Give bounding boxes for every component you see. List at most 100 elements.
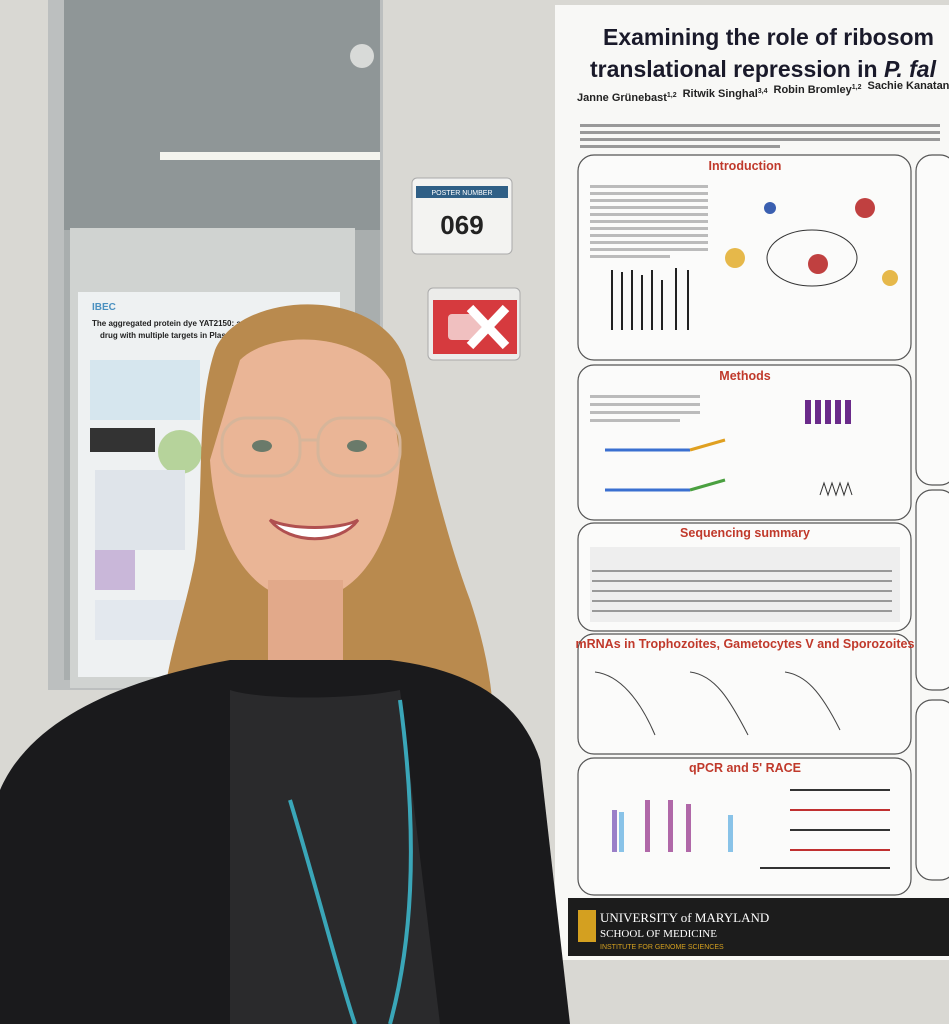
g: Introduction Methods Sequencing summary mRN… bbox=[576, 159, 915, 775]
smile bbox=[268, 518, 360, 541]
glasses bbox=[220, 416, 402, 478]
logo-line: INSTITUTE FOR GENOME SCIENCES bbox=[600, 944, 724, 951]
rect bbox=[590, 199, 708, 202]
decay-curves bbox=[594, 671, 841, 736]
rect bbox=[612, 810, 617, 852]
table-rows bbox=[592, 570, 892, 612]
rect bbox=[577, 757, 912, 896]
bg-chart bbox=[95, 550, 135, 590]
title-part: translational repression in bbox=[590, 56, 878, 82]
signal bbox=[819, 481, 853, 497]
path bbox=[594, 671, 656, 736]
rect bbox=[590, 206, 708, 209]
intro-bars bbox=[611, 268, 689, 330]
author-name: Robin Bromley bbox=[774, 84, 853, 96]
section-header: Methods bbox=[719, 369, 770, 383]
reflection-ceiling bbox=[64, 0, 380, 230]
ceiling-light bbox=[160, 152, 380, 160]
rect bbox=[590, 395, 700, 398]
rect bbox=[590, 213, 708, 216]
line bbox=[689, 438, 726, 452]
bg-image bbox=[90, 428, 155, 452]
rect bbox=[728, 815, 733, 852]
rect bbox=[845, 400, 851, 424]
poster-title: translational repression in P. fal bbox=[590, 56, 937, 82]
rect bbox=[592, 600, 892, 602]
sign-number: 069 bbox=[440, 210, 483, 240]
rect bbox=[590, 185, 708, 188]
author-affiliation: 3,4 bbox=[758, 88, 768, 95]
bg-subtitle: drug with multiple targets in Plasmo bbox=[100, 331, 238, 340]
author-name: Janne Grünebast bbox=[577, 92, 667, 104]
rect bbox=[805, 400, 811, 424]
author-affiliation: 1,2 bbox=[852, 84, 862, 91]
author-affiliation: 1,2 bbox=[667, 92, 677, 99]
rect bbox=[592, 580, 892, 582]
race-arrows bbox=[760, 789, 890, 869]
rect bbox=[915, 489, 949, 691]
bg-panel bbox=[95, 600, 185, 640]
rect bbox=[590, 227, 708, 230]
rect bbox=[580, 124, 940, 127]
lanyard bbox=[288, 699, 413, 1024]
eye bbox=[252, 440, 272, 452]
bg-title: The aggregated protein dye YAT2150: an i… bbox=[92, 319, 253, 328]
logo-bar bbox=[568, 898, 949, 956]
rect bbox=[590, 248, 708, 251]
path bbox=[689, 671, 749, 736]
path bbox=[784, 671, 841, 731]
rect bbox=[668, 800, 673, 852]
bg-panel bbox=[95, 470, 185, 550]
diagram-icon bbox=[764, 202, 776, 214]
rect bbox=[825, 400, 831, 424]
logo-line: UNIVERSITY of MARYLAND bbox=[600, 910, 769, 925]
section-header: Introduction bbox=[709, 159, 782, 173]
rect bbox=[592, 590, 892, 592]
panels bbox=[577, 154, 949, 896]
rect bbox=[590, 192, 708, 195]
diagram-icon bbox=[855, 198, 875, 218]
diagram-icon bbox=[808, 254, 828, 274]
author-name: Sachie Kanatani bbox=[867, 80, 949, 92]
rect bbox=[590, 234, 708, 237]
rect bbox=[915, 154, 949, 486]
rect bbox=[815, 400, 821, 424]
bg-logo: IBEC bbox=[92, 302, 116, 313]
rect bbox=[316, 416, 402, 478]
rect bbox=[590, 411, 700, 414]
camera-icon bbox=[448, 314, 482, 340]
rect bbox=[590, 403, 700, 406]
x-icon bbox=[466, 304, 510, 350]
top bbox=[230, 690, 440, 1024]
author-name: Ritwik Singhal bbox=[683, 88, 758, 100]
strands bbox=[605, 438, 726, 492]
line bbox=[689, 478, 726, 492]
text-lines bbox=[590, 185, 708, 422]
rect bbox=[686, 804, 691, 852]
rect bbox=[580, 138, 940, 141]
table bbox=[590, 547, 900, 622]
logo-line: SCHOOL OF MEDICINE bbox=[600, 928, 717, 940]
section-header: Sequencing summary bbox=[680, 526, 810, 540]
section-header: mRNAs in Trophozoites, Gametocytes V and… bbox=[576, 637, 915, 651]
rect bbox=[619, 812, 624, 852]
sign-band bbox=[416, 186, 508, 198]
rect bbox=[590, 255, 670, 258]
rect bbox=[915, 699, 949, 881]
eye bbox=[347, 440, 367, 452]
sign-label: POSTER NUMBER bbox=[431, 190, 492, 197]
face bbox=[210, 339, 400, 600]
affiliation-lines bbox=[580, 124, 940, 148]
rect bbox=[577, 364, 912, 521]
bg-figure bbox=[158, 430, 202, 474]
rect bbox=[590, 419, 680, 422]
title-italic: P. fal bbox=[884, 56, 937, 82]
detector bbox=[350, 44, 374, 68]
logo-icon bbox=[578, 910, 596, 942]
diagram-icon bbox=[882, 270, 898, 286]
poster-title: Examining the role of ribosom bbox=[603, 24, 934, 50]
rect bbox=[580, 131, 940, 134]
rect bbox=[592, 610, 892, 612]
diagram-icon bbox=[725, 248, 745, 268]
